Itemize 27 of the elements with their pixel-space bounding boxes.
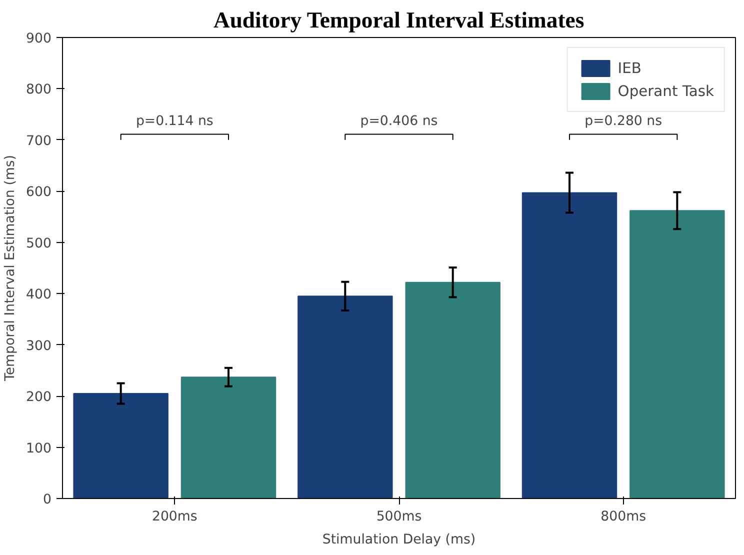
bar [73,392,168,498]
y-tick-label: 800 [26,82,52,98]
bar [180,376,276,498]
y-axis-title: Temporal Interval Estimation (ms) [3,154,18,382]
y-tick-label: 0 [43,492,52,508]
y-tick-label: 100 [26,441,52,456]
bar [630,210,725,498]
annotation: p=0.406 ns [360,114,438,129]
annotation: p=0.280 ns [584,114,662,129]
annotation: p=0.114 ns [136,114,214,129]
y-tick-label: 900 [26,32,52,46]
x-axis-title: Stimulation Delay (ms) [322,532,476,548]
y-tick-label: 400 [26,288,52,303]
bar [298,296,393,498]
y-tick-label: 300 [26,338,52,354]
y-tick-label: 200 [26,390,52,406]
bar [405,282,500,498]
y-tick-label: 600 [26,185,52,200]
y-tick-label: 700 [26,134,52,149]
x-tick-label: 500ms [376,510,422,524]
chart-title: Auditory Temporal Interval Estimates [213,8,584,32]
legend-label: IEB [618,60,642,76]
x-tick-label: 800ms [600,510,646,524]
bar [522,192,618,498]
x-tick-label: 200ms [152,510,198,524]
y-tick-label: 500 [26,236,52,252]
legend-label: Operant Task [618,82,714,100]
